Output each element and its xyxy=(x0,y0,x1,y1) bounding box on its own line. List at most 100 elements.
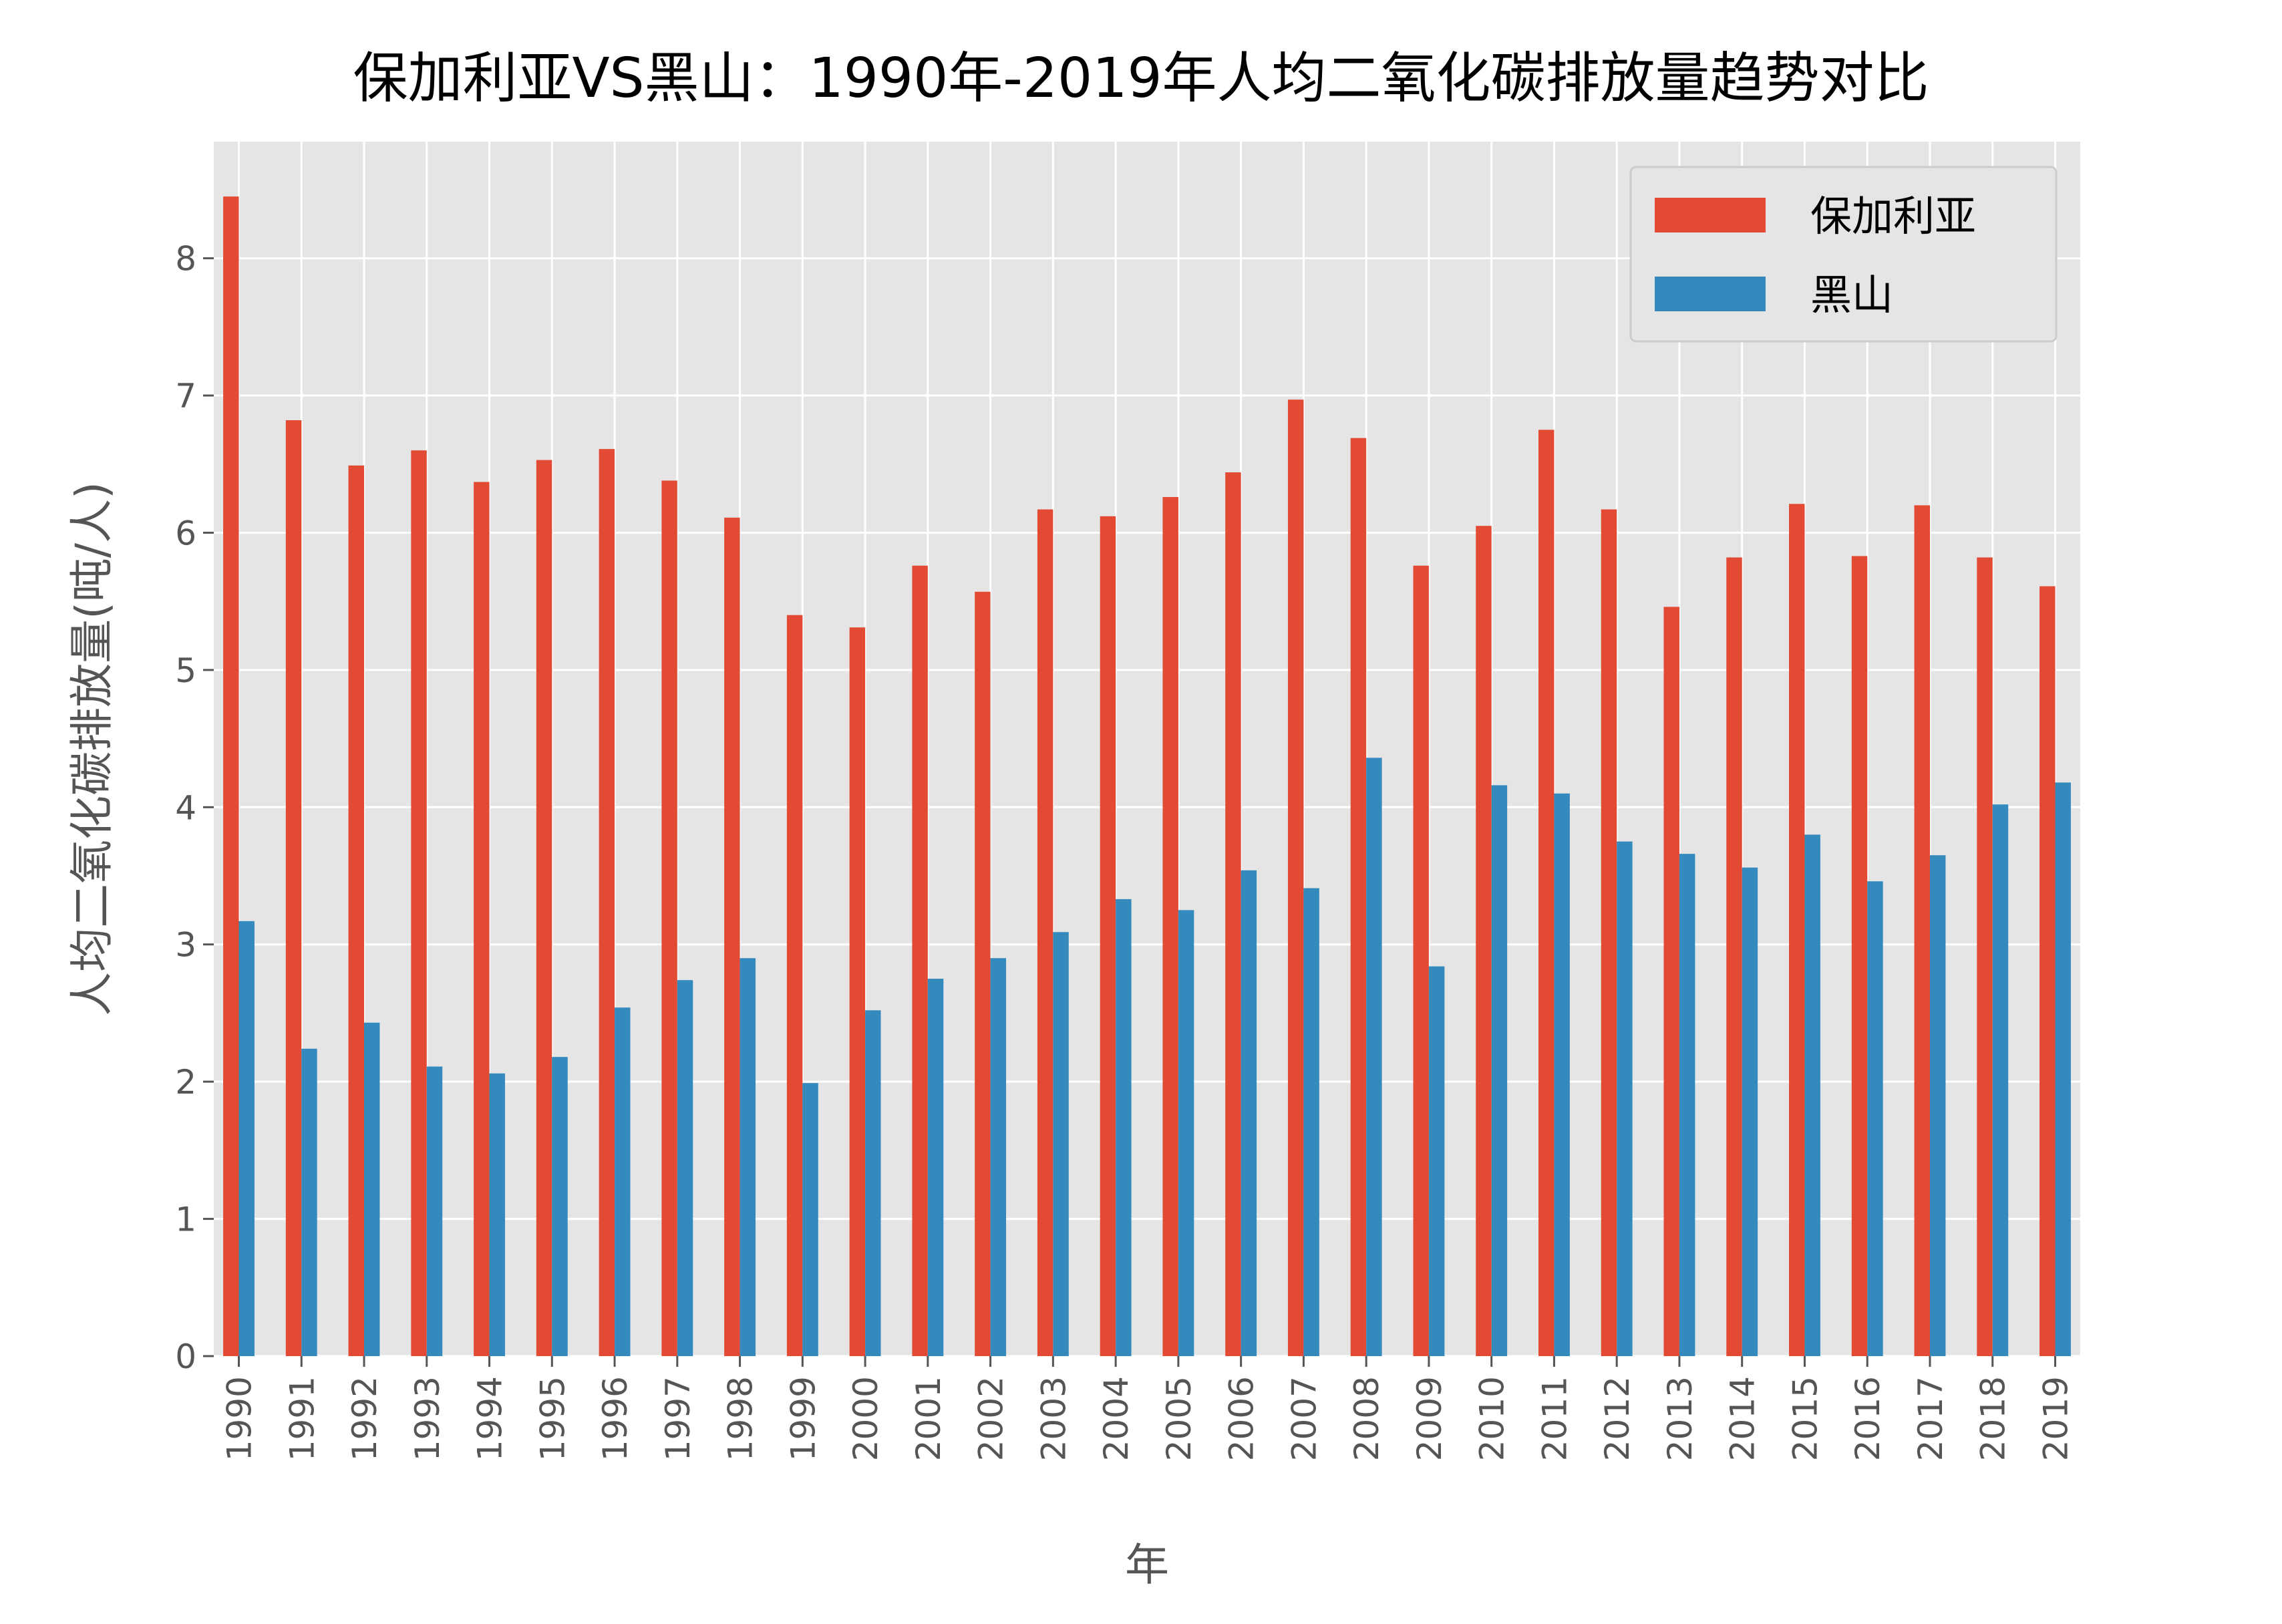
bar-bulgaria-2004 xyxy=(1100,516,1116,1356)
bar-bulgaria-2005 xyxy=(1162,497,1178,1356)
bar-bulgaria-1992 xyxy=(348,465,365,1356)
y-tick-label: 3 xyxy=(175,926,196,965)
x-tick-label: 2002 xyxy=(972,1376,1011,1461)
x-tick-label: 2009 xyxy=(1410,1376,1449,1461)
x-tick-label: 2019 xyxy=(2036,1376,2075,1461)
bar-bulgaria-2007 xyxy=(1287,399,1304,1357)
bar-montenegro-1991 xyxy=(301,1048,317,1356)
x-tick-label: 1992 xyxy=(345,1376,384,1461)
bar-montenegro-2019 xyxy=(2055,782,2071,1356)
y-tick-label: 6 xyxy=(175,514,196,552)
bar-bulgaria-2009 xyxy=(1413,565,1429,1357)
bar-montenegro-2013 xyxy=(1679,854,1695,1356)
bar-montenegro-2016 xyxy=(1867,881,1883,1356)
bar-montenegro-2008 xyxy=(1366,758,1382,1356)
x-tick-label: 1998 xyxy=(721,1376,760,1461)
legend-label-montenegro: 黑山 xyxy=(1810,271,1893,319)
x-tick-label: 1997 xyxy=(659,1376,697,1461)
bar-montenegro-2007 xyxy=(1303,888,1319,1356)
x-tick-label: 2006 xyxy=(1222,1376,1261,1461)
x-axis-ticks: 1990 1991 1992 1993 1994 1995 1996 1997 1998 1999… xyxy=(220,1356,2075,1461)
x-tick-label: 2000 xyxy=(846,1376,885,1461)
bar-bulgaria-2001 xyxy=(912,565,928,1357)
bar-bulgaria-1996 xyxy=(599,449,615,1356)
legend: 保加利亚 黑山 xyxy=(1629,166,2058,343)
bar-bulgaria-2010 xyxy=(1476,526,1492,1356)
y-tick-label: 5 xyxy=(175,651,196,690)
x-tick-label: 2016 xyxy=(1848,1376,1887,1461)
x-tick-label: 2015 xyxy=(1786,1376,1824,1461)
bar-montenegro-2011 xyxy=(1554,793,1570,1356)
bar-montenegro-2014 xyxy=(1742,867,1758,1356)
x-tick-label: 1993 xyxy=(408,1376,447,1461)
x-tick-label: 1995 xyxy=(533,1376,572,1461)
x-tick-label: 2013 xyxy=(1661,1376,1699,1461)
plot-background xyxy=(214,142,2080,1356)
x-tick-label: 2001 xyxy=(909,1376,948,1461)
x-tick-label: 2005 xyxy=(1160,1376,1198,1461)
x-tick-label: 2004 xyxy=(1097,1376,1136,1461)
bar-bulgaria-2014 xyxy=(1726,557,1742,1357)
bar-montenegro-2010 xyxy=(1491,785,1508,1356)
bar-bulgaria-1997 xyxy=(661,480,677,1356)
y-axis-ticks: 0 1 2 3 4 5 6 7 8 xyxy=(175,240,214,1376)
bar-montenegro-1994 xyxy=(489,1073,505,1356)
x-tick-label: 2008 xyxy=(1347,1376,1386,1461)
x-tick-label: 2007 xyxy=(1285,1376,1323,1461)
y-tick-label: 2 xyxy=(175,1063,196,1102)
bar-montenegro-2001 xyxy=(927,979,944,1356)
bar-bulgaria-2008 xyxy=(1350,438,1367,1356)
bar-montenegro-2006 xyxy=(1241,870,1257,1356)
bar-bulgaria-2012 xyxy=(1601,509,1617,1356)
bar-bulgaria-1998 xyxy=(724,517,740,1356)
x-tick-label: 1996 xyxy=(596,1376,635,1461)
bar-bulgaria-2011 xyxy=(1538,430,1555,1356)
bar-montenegro-2003 xyxy=(1053,932,1069,1356)
bar-bulgaria-1991 xyxy=(285,420,302,1356)
bar-montenegro-2015 xyxy=(1804,834,1820,1356)
bar-montenegro-1998 xyxy=(740,958,756,1356)
bar-bulgaria-2018 xyxy=(1977,557,1993,1357)
bar-montenegro-2018 xyxy=(1992,804,2009,1356)
x-tick-label: 2010 xyxy=(1473,1376,1512,1461)
bar-montenegro-2017 xyxy=(1929,855,1946,1356)
bar-bulgaria-2013 xyxy=(1663,607,1679,1356)
x-tick-label: 2012 xyxy=(1598,1376,1637,1461)
bar-bulgaria-2006 xyxy=(1225,472,1241,1356)
chart-title: 保加利亚VS黑山：1990年-2019年人均二氧化碳排放量趋势对比 xyxy=(353,47,1929,110)
legend-label-bulgaria: 保加利亚 xyxy=(1810,192,1976,240)
x-tick-label: 2011 xyxy=(1535,1376,1574,1461)
bar-montenegro-1995 xyxy=(552,1057,568,1356)
y-axis-label: 人均二氧化碳排放量(吨/人) xyxy=(66,482,118,1016)
x-axis-label: 年 xyxy=(1125,1539,1169,1591)
x-tick-label: 2018 xyxy=(1974,1376,2013,1461)
x-tick-label: 1999 xyxy=(784,1376,822,1461)
y-tick-label: 1 xyxy=(175,1200,196,1239)
bar-montenegro-1992 xyxy=(364,1022,380,1356)
legend-swatch-bulgaria xyxy=(1655,198,1766,232)
bar-bulgaria-2019 xyxy=(2040,586,2056,1356)
bar-montenegro-2000 xyxy=(865,1010,881,1356)
bar-montenegro-2009 xyxy=(1428,966,1445,1356)
x-tick-label: 1990 xyxy=(220,1376,259,1461)
y-tick-label: 8 xyxy=(175,240,196,279)
bar-bulgaria-1993 xyxy=(411,450,427,1356)
y-tick-label: 0 xyxy=(175,1337,196,1376)
bar-bulgaria-1994 xyxy=(474,482,490,1356)
bar-montenegro-2012 xyxy=(1617,841,1633,1356)
x-tick-label: 2014 xyxy=(1724,1376,1762,1461)
bar-montenegro-2004 xyxy=(1116,899,1132,1356)
bars xyxy=(223,196,2071,1357)
x-tick-label: 2017 xyxy=(1911,1376,1950,1461)
x-tick-label: 2003 xyxy=(1034,1376,1073,1461)
bar-montenegro-1990 xyxy=(238,921,255,1356)
bar-bulgaria-2002 xyxy=(975,591,991,1357)
bar-bulgaria-1995 xyxy=(536,460,552,1357)
bar-bulgaria-2016 xyxy=(1851,556,1868,1356)
bar-bulgaria-2015 xyxy=(1789,504,1805,1357)
x-tick-label: 1991 xyxy=(283,1376,321,1461)
bar-bulgaria-2003 xyxy=(1037,509,1053,1356)
bar-montenegro-2005 xyxy=(1178,910,1194,1356)
bar-montenegro-1999 xyxy=(802,1083,818,1356)
